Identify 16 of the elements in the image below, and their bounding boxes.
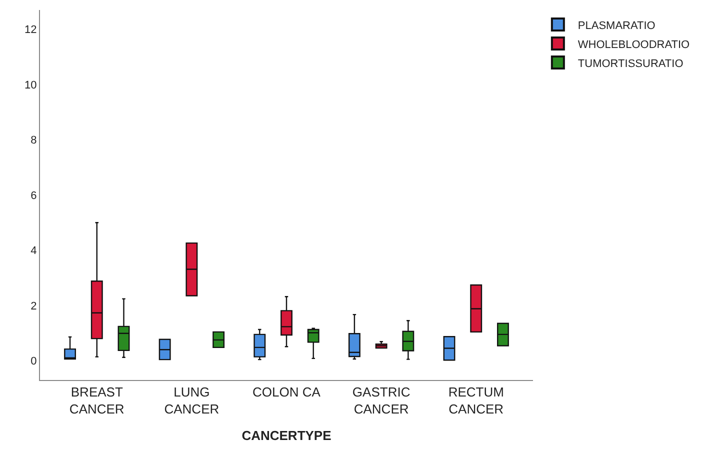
x-tick-label: BREAST CANCER [69, 384, 124, 416]
x-tick-label: GASTRIC CANCER [352, 384, 410, 416]
y-tick-label: 10 [24, 79, 37, 92]
y-tick-label: 2 [30, 300, 37, 312]
y-tick-label: 0 [30, 356, 37, 368]
legend-label: WHOLEBLOODRATIO [578, 38, 690, 51]
y-tick-label: 12 [24, 24, 37, 36]
x-tick-label: LUNG CANCER [164, 384, 220, 416]
legend-label: PLASMARATIO [578, 20, 656, 32]
x-axis-title: CANCERTYPE [242, 428, 332, 444]
legend-label: TUMORTISSURATIO [578, 58, 684, 70]
y-tick-label: 4 [30, 245, 37, 258]
y-tick-label: 6 [30, 190, 37, 202]
y-tick-label: 8 [30, 134, 37, 147]
x-tick-label: COLON CA [252, 384, 321, 400]
x-tick-label: RECTUM CANCER [448, 384, 504, 416]
